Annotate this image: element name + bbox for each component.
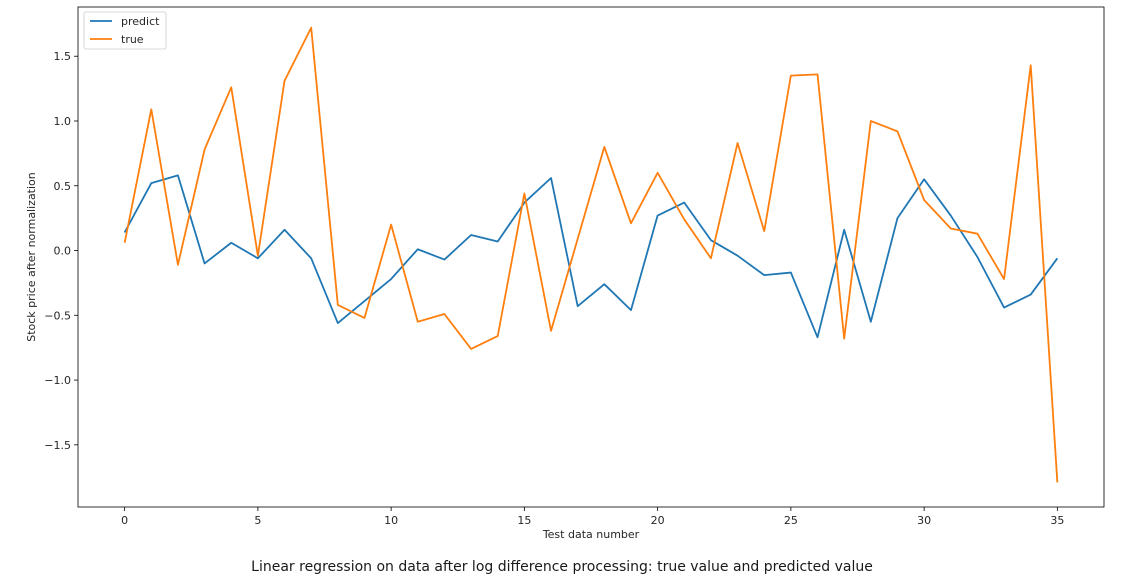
- y-tick-label: 1.5: [54, 50, 72, 63]
- y-tick-label: 0.0: [54, 245, 72, 258]
- y-tick-label: 1.0: [54, 115, 72, 128]
- y-tick-label: 0.5: [54, 180, 72, 193]
- series-line-true: [123, 26, 1059, 483]
- series-line-predict: [123, 174, 1059, 339]
- x-axis-ticks: 0 5 10 15 20 25 30 35: [121, 507, 1064, 527]
- x-axis-label: Test data number: [542, 528, 640, 541]
- x-tick-label: 35: [1050, 514, 1064, 527]
- y-axis-label: Stock price after normalization: [25, 172, 38, 342]
- y-axis-ticks: −1.5 −1.0 −0.5 0.0 0.5 1.0 1.5: [44, 50, 78, 452]
- y-tick-label: −0.5: [44, 309, 71, 322]
- x-tick-label: 20: [651, 514, 665, 527]
- plot-area: [77, 6, 1105, 508]
- y-tick-label: −1.5: [44, 439, 71, 452]
- chart: 0 5 10 15 20 25 30 35 −1.5−1.0−0.50.00.51.01.5 …: [25, 6, 1105, 541]
- x-tick-label: 25: [784, 514, 798, 527]
- legend-label-true: true: [121, 33, 144, 46]
- x-tick-label: 30: [917, 514, 931, 527]
- x-tick-label: 0: [121, 514, 128, 527]
- x-tick-label: 10: [384, 514, 398, 527]
- x-tick-label: 5: [254, 514, 261, 527]
- figure-caption: Linear regression on data after log diff…: [251, 559, 873, 575]
- legend-label-predict: predict: [121, 15, 160, 28]
- y-tick-label: −1.0: [44, 374, 71, 387]
- legend: predict true: [83, 11, 167, 50]
- series-layer: [123, 26, 1059, 483]
- x-tick-label: 15: [517, 514, 531, 527]
